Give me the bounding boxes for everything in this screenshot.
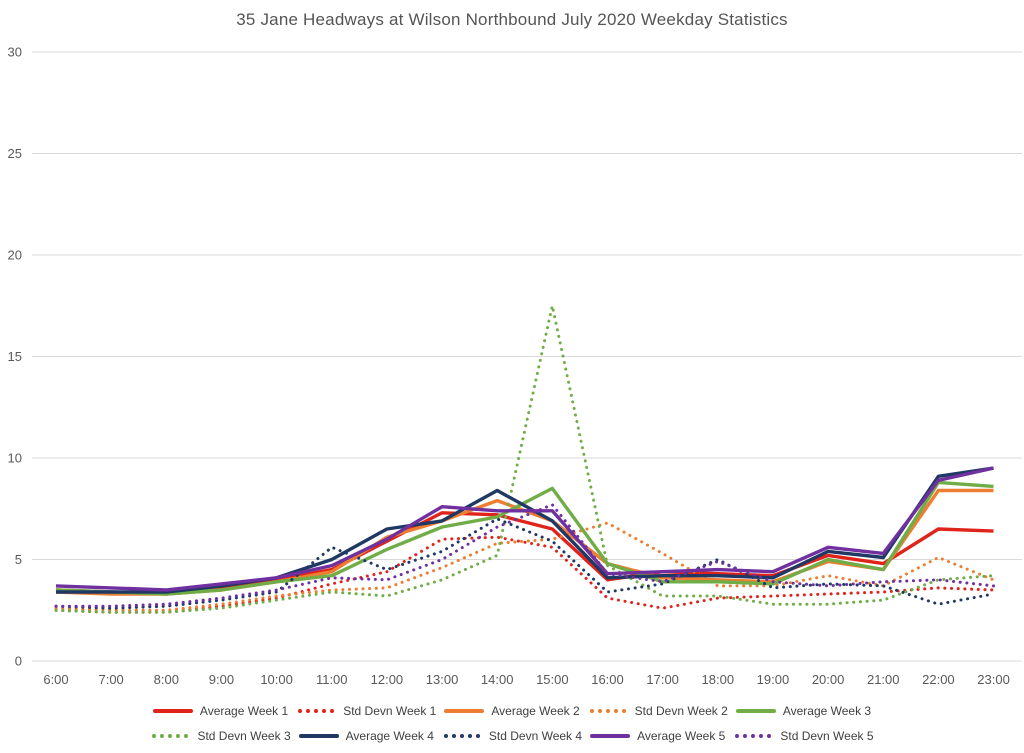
- average-week-5-legend-marker-icon: [590, 734, 631, 738]
- legend-label: Std Devn Week 4: [488, 729, 583, 743]
- x-axis-tick-label: 9:00: [209, 672, 234, 687]
- x-axis-tick-label: 17:00: [646, 672, 679, 687]
- y-axis-tick-label: 0: [15, 654, 22, 669]
- x-axis-tick-label: 8:00: [154, 672, 179, 687]
- series-std-devn-week-1: [54, 535, 995, 614]
- series-std-devn-week-4: [54, 517, 995, 610]
- legend-label: Average Week 3: [782, 704, 872, 718]
- legend-label: Std Devn Week 3: [197, 729, 291, 743]
- legend-label: Std Devn Week 2: [634, 704, 728, 718]
- std-devn-week-2-legend-marker-icon: [588, 709, 628, 713]
- y-axis-tick-label: 20: [8, 248, 22, 263]
- std-devn-week-5-legend-marker-icon: [733, 734, 773, 738]
- legend-label: Std Devn Week 5: [780, 729, 874, 743]
- x-axis-tick-label: 19:00: [757, 672, 790, 687]
- x-axis-tick-label: 22:00: [922, 672, 955, 687]
- y-axis-tick-label: 10: [8, 451, 22, 466]
- x-axis-tick-label: 20:00: [812, 672, 845, 687]
- x-axis-tick-label: 6:00: [43, 672, 68, 687]
- average-week-1-legend-marker-icon: [152, 709, 193, 713]
- x-axis-tick-label: 23:00: [977, 672, 1010, 687]
- series-average-week-1: [55, 511, 994, 596]
- y-axis-tick-label: 30: [8, 45, 22, 60]
- legend-label: Average Week 2: [491, 704, 580, 718]
- y-axis-tick-label: 5: [15, 552, 22, 567]
- x-axis-tick-label: 11:00: [316, 672, 348, 687]
- chart-title: 35 Jane Headways at Wilson Northbound Ju…: [236, 10, 788, 29]
- series-average-week-3: [55, 480, 994, 596]
- x-axis-tick-label: 10:00: [260, 672, 293, 687]
- average-week-4-legend-marker-icon: [298, 734, 339, 738]
- x-axis-tick-label: 18:00: [702, 672, 735, 687]
- legend-item-std-devn-week-5: Std Devn Week 5: [733, 726, 874, 746]
- legend-item-average-week-5: Average Week 5: [590, 726, 725, 746]
- legend-row-2: Std Devn Week 3 Average Week 4 Std Devn We…: [0, 726, 1024, 746]
- x-axis-tick-label: 14:00: [481, 672, 514, 687]
- y-axis-tick-label: 25: [8, 146, 22, 161]
- legend-item-std-devn-week-3: Std Devn Week 3: [150, 726, 291, 746]
- std-devn-week-3-legend-marker-icon: [150, 734, 190, 738]
- legend-item-average-week-3: Average Week 3: [735, 701, 872, 721]
- x-axis-tick-label: 15:00: [536, 672, 569, 687]
- legend-label: Std Devn Week 1: [343, 704, 437, 718]
- std-devn-week-1-legend-marker-icon: [296, 709, 336, 713]
- series-average-week-4: [56, 466, 994, 594]
- x-axis-tick-label: 16:00: [591, 672, 624, 687]
- x-axis-tick-label: 13:00: [426, 672, 459, 687]
- legend-label: Average Week 4: [345, 729, 434, 743]
- legend-item-average-week-4: Average Week 4: [298, 726, 434, 746]
- legend-item-average-week-1: Average Week 1: [152, 701, 289, 721]
- legend-item-average-week-2: Average Week 2: [444, 701, 580, 721]
- average-week-3-legend-marker-icon: [735, 709, 776, 713]
- x-axis-tick-label: 12:00: [371, 672, 404, 687]
- y-axis-tick-label: 15: [8, 349, 22, 364]
- average-week-2-legend-marker-icon: [444, 709, 485, 713]
- series-std-devn-week-2: [54, 521, 995, 612]
- series-average-week-5: [55, 466, 994, 592]
- legend-item-std-devn-week-2: Std Devn Week 2: [588, 701, 728, 721]
- chart-legend: Average Week 1 Std Devn Week 1 Average Wee…: [0, 701, 1024, 746]
- legend-item-std-devn-week-1: Std Devn Week 1: [296, 701, 436, 721]
- legend-item-std-devn-week-4: Std Devn Week 4: [442, 726, 582, 746]
- x-axis-tick-label: 7:00: [98, 672, 123, 687]
- x-axis-tick-label: 21:00: [867, 672, 900, 687]
- std-devn-week-4-legend-marker-icon: [442, 734, 482, 738]
- legend-label: Average Week 5: [637, 729, 726, 743]
- legend-label: Average Week 1: [199, 704, 289, 718]
- legend-row-1: Average Week 1 Std Devn Week 1 Average Wee…: [0, 701, 1024, 721]
